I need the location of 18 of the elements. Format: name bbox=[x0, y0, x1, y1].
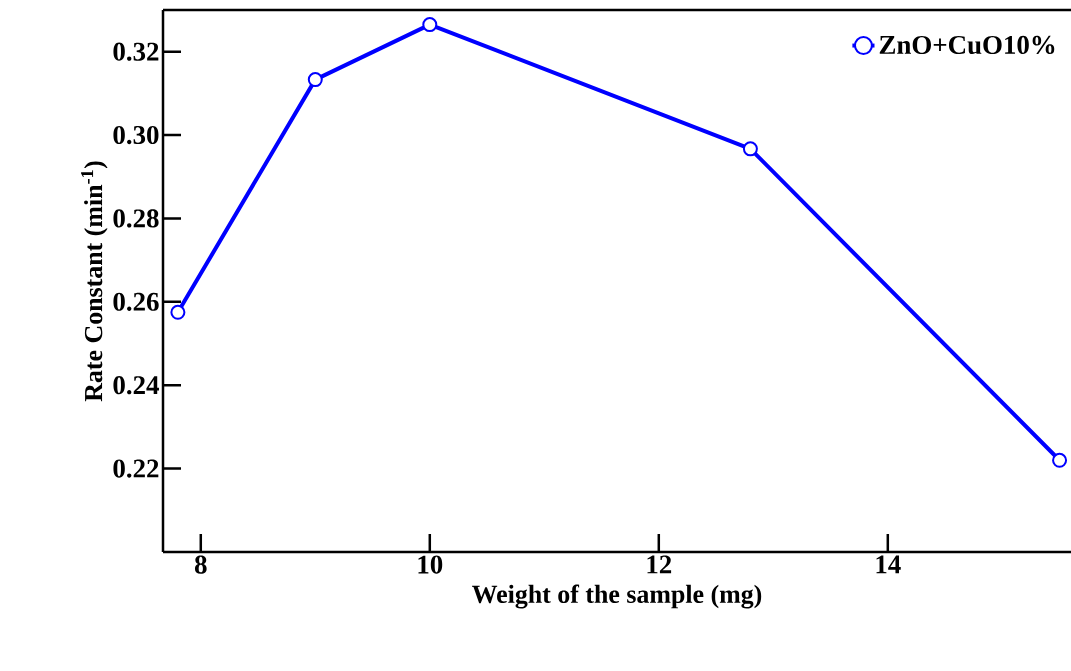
x-tick-label: 14 bbox=[876, 555, 901, 574]
point bbox=[742, 141, 758, 157]
y-tick-label: 0.24 bbox=[113, 376, 159, 395]
y-tick-label: 0.22 bbox=[113, 459, 159, 478]
x-axis-title: Weight of the sample (mg) bbox=[472, 584, 762, 609]
y-tick-label: 0.26 bbox=[113, 292, 159, 311]
x-tick-label: 12 bbox=[647, 555, 672, 574]
legend-label: ZnO+CuO10% bbox=[879, 35, 1055, 55]
x-tick-label: 8 bbox=[194, 555, 207, 574]
y-tick-label: 0.28 bbox=[113, 209, 159, 228]
point bbox=[1052, 452, 1068, 468]
y-tick-label: 0.32 bbox=[113, 42, 159, 61]
x-tick-label: 10 bbox=[418, 555, 443, 574]
y-tick-label: 0.30 bbox=[113, 125, 159, 145]
y-axis-title: Rate Constant (min$^{-1}$) bbox=[81, 161, 108, 402]
point bbox=[422, 17, 438, 33]
point bbox=[307, 72, 323, 88]
point bbox=[170, 304, 186, 320]
